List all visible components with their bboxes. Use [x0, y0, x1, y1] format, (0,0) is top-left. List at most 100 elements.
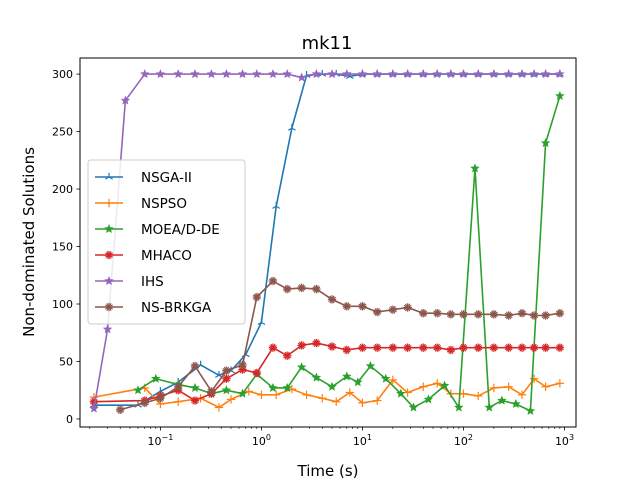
data-point	[287, 123, 296, 131]
data-point	[474, 343, 483, 352]
data-point	[257, 318, 266, 326]
data-point	[353, 377, 363, 387]
series-ns-brkga	[116, 276, 565, 414]
data-point	[459, 310, 468, 319]
data-point	[283, 284, 292, 294]
data-point	[327, 381, 337, 391]
data-point	[312, 284, 321, 294]
data-point	[525, 405, 536, 415]
data-point	[271, 390, 281, 400]
data-point	[454, 402, 464, 412]
data-point	[252, 69, 262, 79]
data-point	[529, 311, 539, 320]
legend-entry: MHACO	[95, 248, 192, 264]
data-point	[433, 343, 442, 352]
data-point	[489, 343, 499, 352]
data-point	[474, 391, 483, 401]
data-point	[517, 69, 527, 79]
data-point	[541, 343, 550, 352]
chart-title: mk11	[302, 33, 353, 54]
legend-label: NS-BRKGA	[141, 300, 212, 316]
data-point	[402, 69, 413, 79]
data-point	[237, 388, 248, 398]
data-point	[357, 69, 368, 79]
data-point	[541, 382, 550, 391]
data-point	[511, 399, 521, 409]
data-point	[140, 398, 149, 408]
legend-entry: IHS	[95, 274, 164, 290]
legend: NSGA-II NSPSO MOEA/D-DE MHACO IHS NS-BRKGA	[87, 159, 246, 325]
data-point	[555, 69, 565, 79]
data-point	[238, 360, 247, 370]
data-point	[207, 387, 216, 396]
data-point	[396, 388, 406, 398]
legend-entry: NS-BRKGA	[95, 300, 212, 316]
data-point	[120, 95, 131, 105]
legend-box	[87, 159, 246, 325]
data-point	[252, 368, 262, 378]
data-point	[272, 202, 281, 209]
x-axis-title: Time (s)	[297, 462, 359, 480]
data-point	[327, 69, 337, 79]
data-point	[327, 295, 337, 304]
data-point	[244, 387, 254, 396]
data-point	[151, 373, 161, 383]
data-point	[489, 69, 499, 79]
y-tick-label: 50	[59, 355, 73, 368]
data-point	[173, 69, 183, 79]
y-tick-label: 100	[52, 298, 73, 311]
data-point	[504, 343, 513, 352]
data-point	[190, 69, 200, 79]
data-point	[332, 397, 341, 406]
data-point	[373, 307, 382, 317]
data-point	[540, 138, 551, 148]
data-point	[408, 402, 419, 412]
data-point	[489, 383, 499, 393]
data-point	[222, 374, 231, 383]
axes-frame	[79, 57, 577, 428]
data-point	[214, 403, 224, 412]
data-point	[555, 90, 565, 100]
data-point	[342, 345, 351, 355]
legend-label: MOEA/D-DE	[141, 222, 220, 238]
series-ihs	[89, 69, 565, 413]
data-point	[433, 308, 442, 318]
data-point	[297, 341, 306, 350]
data-point	[358, 398, 367, 408]
data-point	[489, 310, 499, 319]
data-point	[529, 343, 539, 352]
data-point	[555, 343, 565, 352]
data-point	[459, 389, 468, 398]
data-point	[268, 69, 278, 79]
data-point	[555, 379, 565, 388]
data-point	[156, 394, 165, 403]
data-point	[419, 308, 428, 318]
data-point	[380, 373, 391, 383]
legend-label: NSGA-II	[141, 170, 192, 186]
data-point	[541, 311, 550, 320]
y-tick-label: 200	[52, 183, 73, 196]
data-point	[419, 382, 428, 391]
data-point	[311, 69, 322, 79]
data-point	[342, 302, 351, 311]
data-point	[327, 342, 337, 351]
data-point	[297, 283, 306, 293]
data-point	[470, 163, 480, 173]
data-point	[140, 69, 150, 79]
data-point	[237, 69, 248, 79]
data-point	[388, 69, 398, 79]
data-point	[555, 308, 565, 318]
y-tick-label: 300	[52, 68, 73, 81]
legend-marker	[104, 224, 114, 234]
data-point	[155, 69, 166, 79]
legend-entry: NSPSO	[95, 196, 187, 212]
data-point	[102, 324, 113, 334]
data-point	[222, 366, 231, 375]
data-point	[282, 382, 292, 392]
data-point	[403, 343, 412, 352]
data-point	[116, 405, 125, 414]
data-point	[312, 338, 321, 348]
data-point	[190, 396, 200, 405]
data-point	[373, 343, 382, 352]
